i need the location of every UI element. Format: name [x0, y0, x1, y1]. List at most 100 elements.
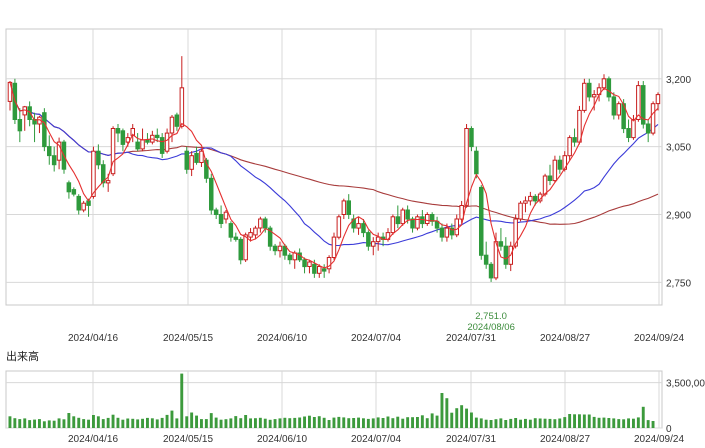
volume-bar — [411, 417, 414, 428]
candle-down — [101, 164, 106, 184]
candle-down — [287, 254, 293, 261]
volume-bar — [578, 414, 581, 428]
candle-down — [233, 236, 239, 240]
volume-bar — [131, 418, 135, 428]
candle-down — [42, 112, 47, 148]
candle-up — [179, 87, 185, 127]
candle-up — [464, 128, 469, 206]
volume-bar — [101, 419, 105, 428]
volume-bar — [455, 408, 459, 428]
volume-bar — [82, 419, 86, 428]
volume-bar — [200, 419, 203, 428]
candle-down — [51, 155, 57, 166]
volume-bar — [8, 416, 12, 428]
candle-up — [336, 216, 342, 238]
candle-up — [454, 218, 459, 236]
candle-up — [542, 175, 548, 195]
volume-bar — [416, 417, 419, 428]
candle-down — [120, 130, 126, 145]
candle-down — [533, 195, 538, 202]
volume-bar — [533, 418, 537, 428]
candle-up — [169, 116, 175, 134]
candle-down — [194, 152, 199, 163]
volume-bar — [175, 418, 179, 428]
candle-down — [483, 254, 489, 265]
volume-bar — [190, 412, 194, 428]
volume-bar — [165, 414, 169, 428]
volume-bar — [519, 419, 522, 428]
volume-bar — [381, 418, 385, 428]
volume-bar — [111, 414, 115, 428]
volume-bar — [303, 416, 306, 428]
volume-bar — [214, 417, 218, 428]
candle-down — [346, 200, 351, 215]
volume-date-label: 2024/08/27 — [540, 434, 590, 445]
candle-up — [91, 150, 96, 197]
candle-down — [606, 78, 612, 98]
candle-down — [410, 218, 415, 229]
candle-down — [17, 119, 23, 132]
price-date-label: 2024/06/10 — [257, 333, 307, 344]
volume-bar — [558, 418, 562, 428]
volume-bar — [435, 415, 439, 428]
volume-bar — [116, 417, 120, 428]
candle-down — [302, 259, 307, 268]
price-date-label: 2024/08/27 — [540, 333, 590, 344]
candle-up — [567, 137, 572, 157]
volume-bar — [13, 418, 17, 428]
candle-down — [498, 241, 504, 247]
volume-bar — [371, 418, 375, 428]
candle-up — [223, 211, 229, 220]
volume-bar — [244, 415, 248, 428]
volume-bar — [273, 419, 277, 428]
volume-bar — [42, 421, 46, 428]
volume-bar — [425, 418, 429, 428]
volume-bar — [342, 417, 346, 428]
volume-bar — [582, 414, 586, 428]
candle-down — [405, 209, 410, 220]
volume-bar — [573, 414, 576, 428]
volume-bar — [308, 415, 311, 428]
volume-bar — [62, 419, 66, 428]
volume-bar — [121, 419, 125, 428]
candle-up — [425, 214, 430, 224]
candle-down — [611, 96, 617, 116]
volume-bar — [150, 418, 154, 428]
volume-bar — [278, 418, 282, 428]
candle-down — [474, 150, 479, 175]
candle-up — [518, 202, 523, 220]
volume-bar — [470, 412, 473, 428]
volume-bar — [136, 419, 140, 428]
volume-bar — [146, 417, 149, 428]
volume-bar — [514, 418, 518, 428]
candle-up — [390, 216, 396, 234]
candle-up — [444, 227, 450, 238]
volume-bar — [568, 414, 572, 428]
price-date-label: 2024/09/24 — [634, 333, 684, 344]
low-value-annotation: 2,751.0 — [475, 311, 507, 322]
candle-up — [591, 94, 597, 98]
candle-down — [503, 245, 509, 265]
candle-down — [395, 216, 401, 225]
volume-bar — [494, 419, 498, 428]
volume-bar — [450, 412, 454, 428]
candle-up — [81, 202, 86, 211]
volume-bar — [33, 419, 36, 428]
price-tick-label: 3,050 — [666, 143, 691, 154]
candle-down — [272, 245, 278, 252]
volume-bar — [160, 417, 164, 428]
candle-down — [439, 227, 445, 238]
candle-up — [655, 94, 661, 105]
volume-tick-label: 3,500,00 — [666, 379, 705, 390]
volume-bar — [170, 410, 174, 428]
volume-bar — [283, 417, 287, 428]
candle-down — [76, 195, 81, 211]
candle-up — [650, 103, 656, 134]
volume-bar — [622, 419, 626, 428]
candle-up — [513, 218, 518, 247]
candle-down — [321, 268, 327, 272]
candle-down — [228, 223, 234, 238]
candle-down — [66, 182, 72, 193]
volume-bar — [440, 393, 444, 428]
volume-bar — [632, 418, 635, 428]
